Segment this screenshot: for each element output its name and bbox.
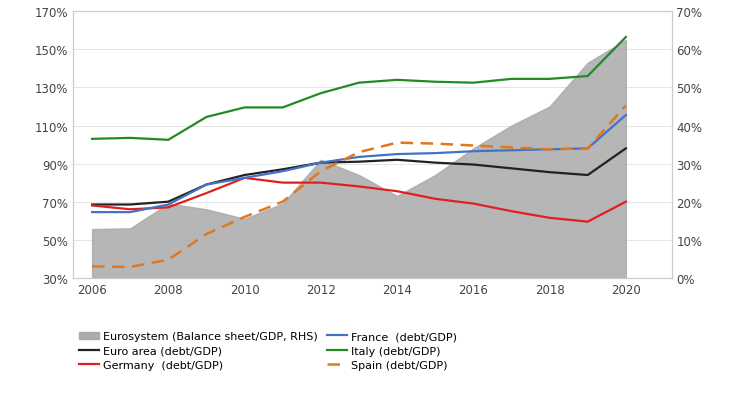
Legend: Eurosystem (Balance sheet/GDP, RHS), Euro area (debt/GDP), Germany  (debt/GDP), : Eurosystem (Balance sheet/GDP, RHS), Eur… [79,332,457,370]
